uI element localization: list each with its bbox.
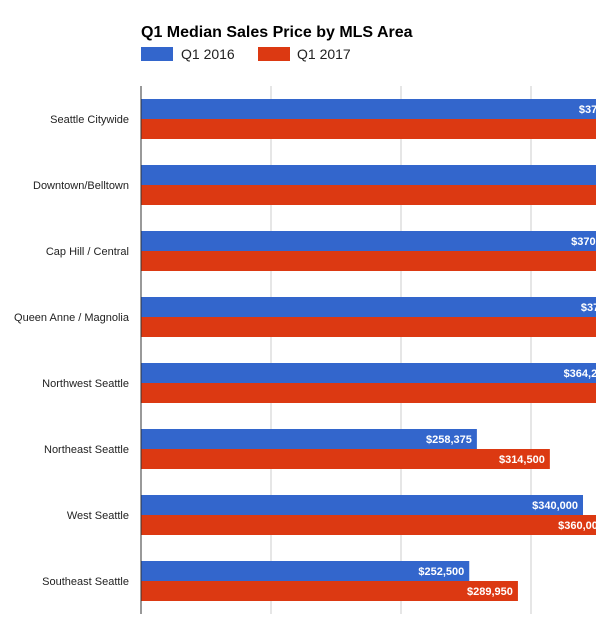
bar-value-label: $340,000: [532, 500, 578, 512]
bar-q1-2017: [141, 515, 596, 535]
bar-q1-2016: [141, 363, 596, 383]
bar-value-label: $360,000: [558, 520, 596, 532]
legend-swatch-q1-2016: [141, 47, 173, 61]
bar-q1-2016: [141, 231, 596, 251]
legend-label-q1-2017: Q1 2017: [297, 46, 351, 62]
bar-value-label: $252,500: [418, 566, 464, 578]
bar-value-label: $376,000: [579, 104, 596, 116]
bar-q1-2016: [141, 297, 596, 317]
bar-q1-2016: [141, 429, 477, 449]
legend: Q1 2016 Q1 2017: [141, 46, 351, 62]
bar-q1-2016: [141, 165, 596, 185]
category-label: Northeast Seattle: [44, 444, 129, 456]
bar-q1-2017: [141, 251, 596, 271]
bar-q1-2017: [141, 185, 596, 205]
bar-value-label: $258,375: [426, 434, 472, 446]
bar-q1-2017: [141, 449, 550, 469]
category-label: Southeast Seattle: [42, 576, 129, 588]
bar-value-label: $370,000: [571, 236, 596, 248]
bar-value-label: $364,200: [564, 368, 596, 380]
category-label: Northwest Seattle: [42, 378, 129, 390]
legend-swatch-q1-2017: [258, 47, 290, 61]
bar-value-label: $314,500: [499, 454, 545, 466]
bar-q1-2016: [141, 495, 583, 515]
legend-label-q1-2016: Q1 2016: [181, 46, 235, 62]
chart-title: Q1 Median Sales Price by MLS Area: [141, 24, 413, 41]
bar-value-label: $377,500: [581, 302, 596, 314]
bar-q1-2017: [141, 581, 518, 601]
bar-q1-2016: [141, 99, 596, 119]
category-label: Queen Anne / Magnolia: [14, 312, 130, 324]
category-label: Seattle Citywide: [50, 114, 129, 126]
bar-value-label: $289,950: [467, 586, 513, 598]
category-labels: Seattle Citywide Downtown/Belltown Cap Hil…: [14, 114, 130, 588]
bar-q1-2016: [141, 561, 470, 581]
bar-q1-2017: [141, 383, 596, 403]
bar-q1-2017: [141, 119, 596, 139]
bars: $376,000$435,500$580,000$610,000$370,000…: [141, 99, 596, 601]
bar-q1-2017: [141, 317, 596, 337]
category-label: Cap Hill / Central: [46, 246, 129, 258]
category-label: West Seattle: [67, 510, 129, 522]
category-label: Downtown/Belltown: [33, 180, 129, 192]
